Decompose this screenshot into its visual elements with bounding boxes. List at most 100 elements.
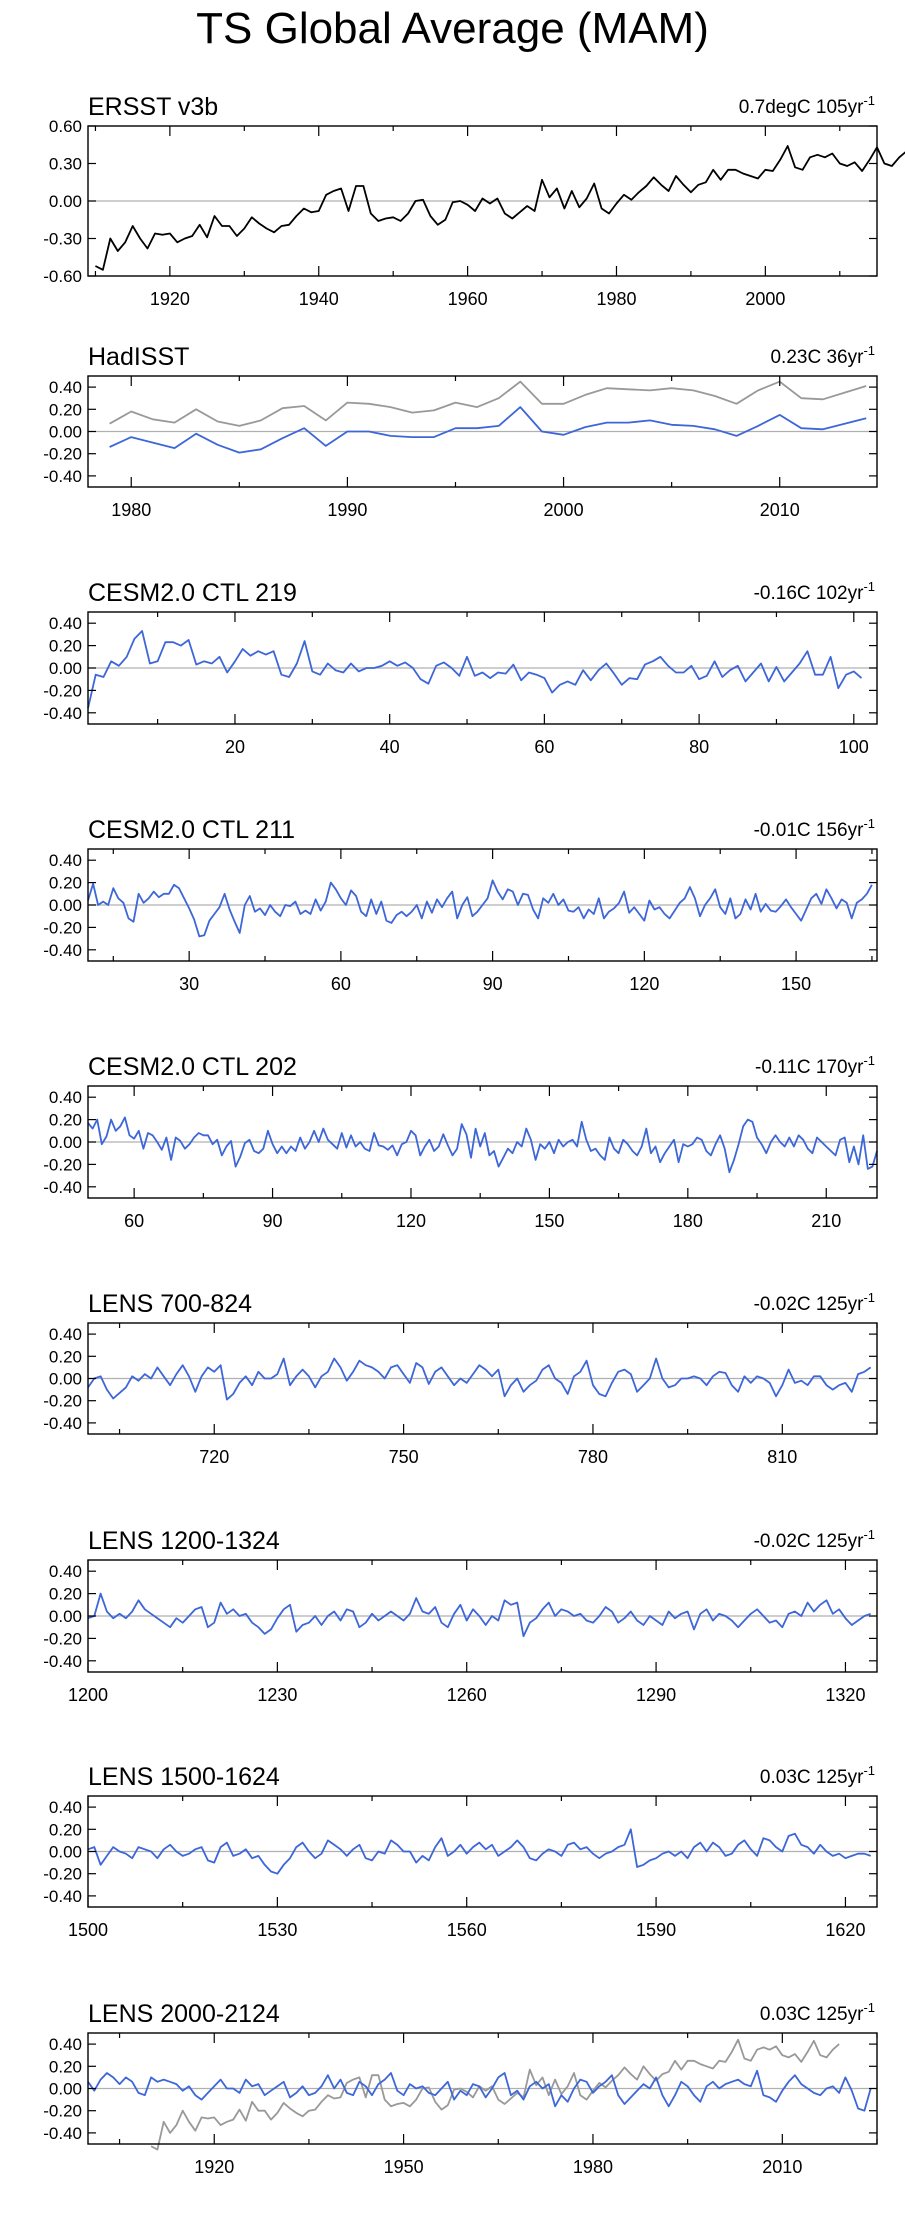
y-tick-label: -0.20: [43, 445, 82, 464]
y-tick-label: 0.20: [49, 874, 82, 893]
y-tick-label: 0.40: [49, 1088, 82, 1107]
x-tick-label: 90: [483, 974, 503, 994]
y-tick-label: -0.40: [43, 1887, 82, 1906]
y-tick-label: -0.40: [43, 467, 82, 486]
panel-6: 0.40 0.20 0.00 -0.20 -0.40 720 750 780 810 LENS 7…: [43, 1290, 878, 1467]
x-tick-label: 60: [331, 974, 351, 994]
panel-title: HadISST: [88, 343, 189, 371]
series-line-1: [94, 145, 905, 271]
x-tick-label: 120: [396, 1211, 426, 1231]
trend-annotation-exponent: -1: [863, 1053, 875, 1068]
x-tick-label: 1560: [447, 1920, 487, 1940]
x-tick-label: 1530: [257, 1920, 297, 1940]
y-tick-label: 0.00: [49, 192, 82, 211]
x-tick-label: 1290: [636, 1685, 676, 1705]
series-line-1: [87, 1828, 871, 1875]
trend-annotation: -0.16C 102yr-1: [754, 579, 875, 604]
panel-3: 0.40 0.20 0.00 -0.20 -0.40 20 40 60 80 100 CESM2.0…: [43, 579, 878, 757]
x-tick-label: 40: [380, 737, 400, 757]
trend-annotation: 0.03C 125yr-1: [760, 1763, 875, 1788]
y-tick-label: -0.40: [43, 941, 82, 960]
series-line-1: [87, 1116, 878, 1174]
trend-annotation: -0.02C 125yr-1: [754, 1290, 875, 1315]
x-tick-label: 1920: [150, 289, 190, 309]
y-tick-label: 0.20: [49, 400, 82, 419]
y-tick-label: 0.00: [49, 659, 82, 678]
x-tick-label: 1200: [68, 1685, 108, 1705]
y-tick-label: -0.20: [43, 1865, 82, 1884]
x-tick-label: 780: [578, 1447, 608, 1467]
x-tick-label: 2000: [544, 500, 584, 520]
y-tick-label: 0.00: [49, 1843, 82, 1862]
trend-annotation-exponent: -1: [863, 1527, 875, 1542]
y-tick-label: 0.00: [49, 1133, 82, 1152]
trend-annotation-exponent: -1: [863, 1290, 875, 1305]
y-tick-label: -0.20: [43, 1155, 82, 1174]
panel-title: CESM2.0 CTL 219: [88, 579, 297, 607]
trend-annotation: 0.03C 125yr-1: [760, 2000, 875, 2025]
trend-annotation: 0.7degC 105yr-1: [739, 93, 875, 118]
panel-title: CESM2.0 CTL 202: [88, 1053, 297, 1081]
y-tick-label: -0.40: [43, 1414, 82, 1433]
x-tick-label: 80: [689, 737, 709, 757]
trend-annotation: -0.01C 156yr-1: [754, 816, 875, 841]
x-tick-label: 150: [534, 1211, 564, 1231]
panel-5: 0.40 0.20 0.00 -0.20 -0.40 60 90 120 150 180 210 CE…: [43, 1053, 878, 1231]
trend-annotation-exponent: -1: [863, 2000, 875, 2015]
x-tick-label: 1320: [825, 1685, 865, 1705]
y-tick-label: 0.20: [49, 1820, 82, 1839]
series-line-1: [87, 1357, 872, 1401]
y-tick-label: -0.40: [43, 2124, 82, 2143]
y-tick-label: 0.00: [49, 896, 82, 915]
series-line-1: [109, 380, 867, 427]
panel-title: CESM2.0 CTL 211: [88, 816, 295, 844]
figure-title: TS Global Average (MAM): [196, 4, 709, 53]
panel-title: LENS 1200-1324: [88, 1527, 280, 1555]
x-tick-label: 1590: [636, 1920, 676, 1940]
y-tick-label: -0.40: [43, 704, 82, 723]
x-tick-label: 90: [263, 1211, 283, 1231]
series-line-1: [150, 2038, 840, 2151]
y-tick-label: -0.40: [43, 1178, 82, 1197]
y-tick-label: 0.30: [49, 155, 82, 174]
x-tick-label: 20: [225, 737, 245, 757]
x-tick-label: 100: [839, 737, 869, 757]
panel-8: 0.40 0.20 0.00 -0.20 -0.40 1500 1530 1560 1590 16…: [43, 1763, 878, 1940]
y-tick-label: -0.40: [43, 1652, 82, 1671]
y-tick-label: -0.20: [43, 1392, 82, 1411]
series-line-1: [87, 1592, 871, 1638]
panel-title: LENS 2000-2124: [88, 2000, 280, 2028]
panel-1: 0.60 0.30 0.00 -0.30 -0.60 1920 1940 1960 1980 20…: [43, 93, 905, 309]
y-tick-label: 0.00: [49, 1370, 82, 1389]
x-tick-label: 180: [673, 1211, 703, 1231]
trend-annotation-exponent: -1: [863, 1763, 875, 1778]
y-tick-label: 0.20: [49, 1585, 82, 1604]
x-tick-label: 1980: [596, 289, 636, 309]
y-tick-label: 0.20: [49, 2057, 82, 2076]
y-tick-label: 0.00: [49, 2080, 82, 2099]
panel-9: 0.40 0.20 0.00 -0.20 -0.40 1920 1950 1980 2010 LE…: [43, 2000, 878, 2177]
x-tick-label: 1230: [257, 1685, 297, 1705]
series-line-2: [109, 406, 867, 454]
y-tick-label: 0.40: [49, 378, 82, 397]
y-tick-label: 0.40: [49, 1798, 82, 1817]
panel-title: LENS 1500-1624: [88, 1763, 280, 1791]
trend-annotation-exponent: -1: [863, 816, 875, 831]
y-tick-label: 0.00: [49, 1607, 82, 1626]
y-tick-label: 0.40: [49, 851, 82, 870]
x-tick-label: 1950: [384, 2157, 424, 2177]
trend-annotation: -0.02C 125yr-1: [754, 1527, 875, 1552]
x-tick-label: 30: [179, 974, 199, 994]
x-tick-label: 150: [781, 974, 811, 994]
panel-title: ERSST v3b: [88, 93, 218, 121]
x-tick-label: 1980: [573, 2157, 613, 2177]
x-tick-label: 810: [767, 1447, 797, 1467]
x-tick-label: 750: [389, 1447, 419, 1467]
y-tick-label: -0.60: [43, 267, 82, 286]
y-tick-label: 0.20: [49, 637, 82, 656]
y-tick-label: 0.20: [49, 1347, 82, 1366]
y-tick-label: 0.20: [49, 1111, 82, 1130]
trend-annotation: -0.11C 170yr-1: [755, 1053, 875, 1078]
trend-annotation: 0.23C 36yr-1: [770, 343, 875, 368]
